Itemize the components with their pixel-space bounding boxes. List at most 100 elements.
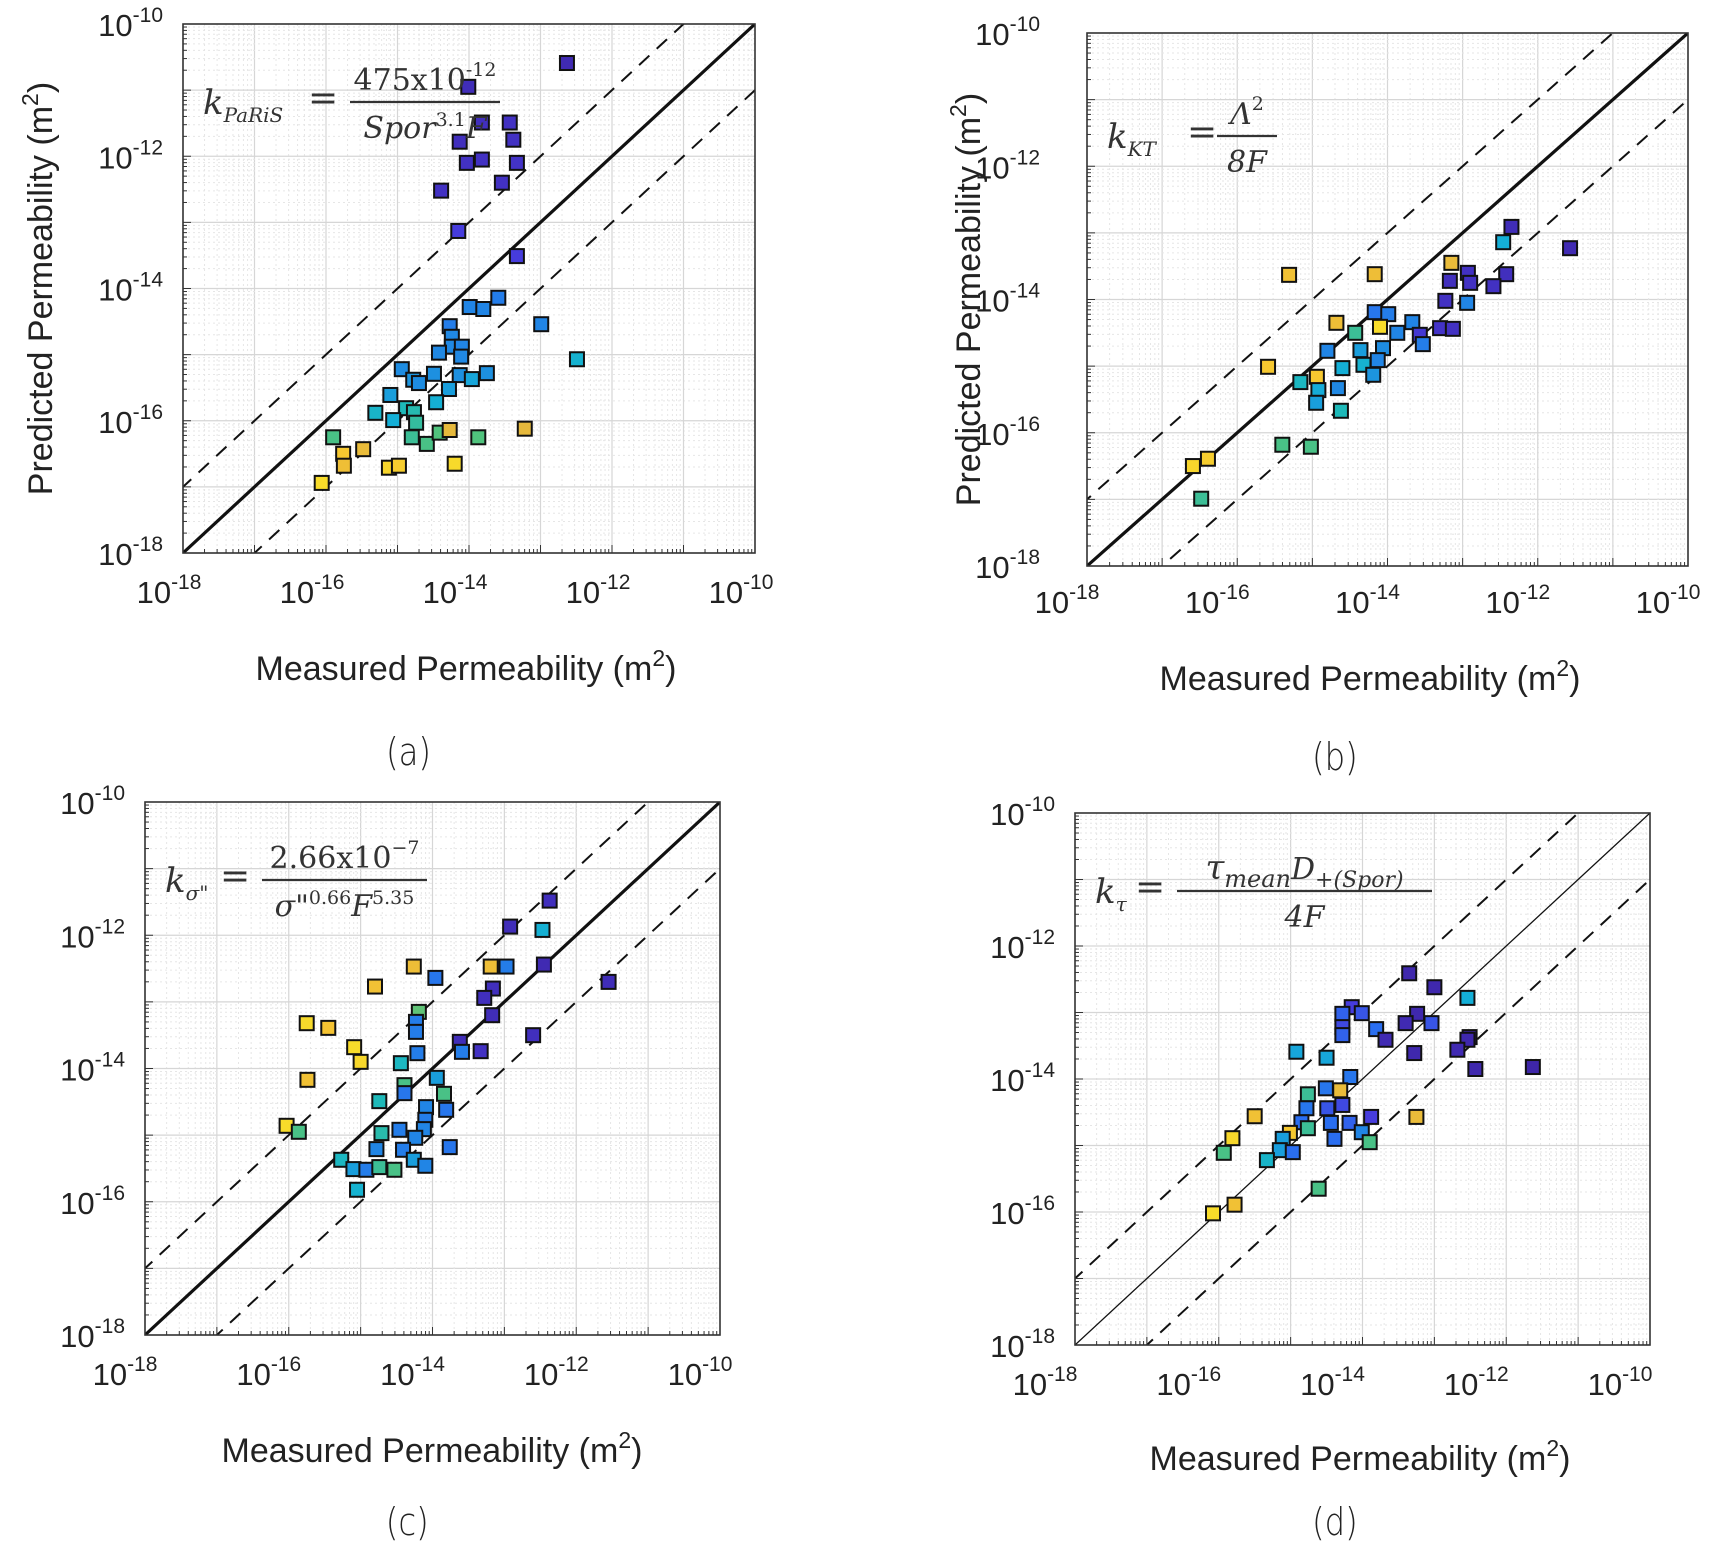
data-point: [1365, 366, 1382, 383]
x-tick-label: 10-14: [1300, 1363, 1365, 1402]
data-point: [1299, 1120, 1316, 1137]
data-point: [502, 918, 519, 935]
data-point: [453, 1043, 470, 1060]
formula-denominator: σ"0.66F5.35: [275, 887, 415, 924]
x-tick-label: 10-10: [1636, 581, 1701, 620]
data-point: [1342, 1069, 1359, 1086]
x-tick-label: 10-16: [236, 1353, 301, 1392]
reference-lines: [1087, 33, 1688, 566]
data-point: [458, 154, 475, 171]
y-axis-title: Predicted Permeability (m2): [17, 82, 60, 495]
data-point: [1462, 274, 1479, 291]
data-point: [1459, 989, 1476, 1006]
data-point: [1334, 1096, 1351, 1113]
data-point: [505, 131, 522, 148]
data-point: [391, 1121, 408, 1138]
y-tick-label: 10-14: [990, 1059, 1055, 1098]
data-point: [1322, 1114, 1339, 1131]
y-tick-label: 10-16: [990, 1192, 1055, 1231]
data-point: [1437, 292, 1454, 309]
data-point: [1199, 450, 1216, 467]
x-tick-label: 10-18: [93, 1353, 158, 1392]
y-tick-label: 10-16: [98, 401, 163, 440]
data-point: [333, 1151, 350, 1168]
x-axis-title: Measured Permeability (m2): [1150, 1435, 1571, 1478]
panel-label-c: (c): [385, 1500, 429, 1544]
data-point: [490, 289, 507, 306]
upper-bound-line: [183, 24, 685, 489]
data-point: [493, 174, 510, 191]
reference-lines: [145, 802, 720, 1335]
y-tick-label: 10-18: [98, 533, 163, 572]
y-tick-label: 10-10: [98, 4, 163, 43]
data-point: [446, 455, 463, 472]
upper-bound-line: [145, 802, 650, 1270]
data-point: [1226, 1196, 1243, 1213]
data-point: [405, 958, 422, 975]
x-axis-title: Measured Permeability (m2): [256, 645, 677, 688]
data-point: [1328, 314, 1345, 331]
panel-label-a: (a): [385, 730, 431, 774]
panel-label-d: (d): [1312, 1500, 1358, 1544]
data-point: [1271, 1142, 1288, 1159]
formula-denominator: Spor3.1F: [363, 109, 487, 146]
formula-numerator: τmeanD+(Spor): [1205, 848, 1403, 893]
data-point: [1498, 266, 1515, 283]
data-point: [407, 1023, 424, 1040]
data-point: [320, 1019, 337, 1036]
data-point: [1562, 240, 1579, 257]
data-point: [1443, 254, 1460, 271]
data-point: [1319, 342, 1336, 359]
data-point: [508, 248, 525, 265]
data-point: [430, 344, 447, 361]
data-point: [1184, 458, 1201, 475]
data-point: [1423, 1015, 1440, 1032]
data-point: [427, 969, 444, 986]
data-point: [453, 348, 470, 365]
data-point: [1193, 490, 1210, 507]
panel-b: 10-18 10-18 10-16 10-16 10-14 10-14 10-12 10-12…: [945, 13, 1701, 698]
data-point: [1414, 336, 1431, 353]
upper-bound-line: [1087, 33, 1615, 501]
data-point: [1260, 358, 1277, 375]
formula-equals: =: [1135, 867, 1165, 908]
data-point: [382, 386, 399, 403]
data-point: [335, 457, 352, 474]
data-point: [1353, 1005, 1370, 1022]
data-point: [438, 1101, 455, 1118]
x-tick-label: 10-18: [137, 571, 202, 610]
data-point: [558, 55, 575, 72]
data-point: [1317, 1080, 1334, 1097]
data-point: [1459, 294, 1476, 311]
panel-label-b: (b): [1312, 735, 1358, 779]
data-point: [371, 1159, 388, 1176]
data-point: [482, 958, 499, 975]
data-point: [1495, 234, 1512, 251]
data-point: [1334, 360, 1351, 377]
data-point: [484, 1007, 501, 1024]
data-point: [473, 151, 490, 168]
formula-annotation: kτ = τmeanD+(Spor)4F: [1095, 848, 1432, 935]
data-point: [533, 316, 550, 333]
data-point: [440, 381, 457, 398]
data-point: [508, 154, 525, 171]
data-point: [1224, 1130, 1241, 1147]
data-point: [1397, 1015, 1414, 1032]
data-point: [1401, 965, 1418, 982]
lower-bound-line: [1160, 98, 1688, 566]
data-point: [418, 435, 435, 452]
data-points: [278, 892, 617, 1198]
data-point: [436, 1085, 452, 1102]
data-point: [1444, 320, 1461, 337]
y-tick-label: 10-16: [60, 1182, 125, 1221]
data-point: [473, 114, 490, 131]
x-tick-label: 10-10: [709, 571, 774, 610]
data-point: [1485, 278, 1502, 295]
one-to-one-line: [183, 24, 755, 553]
data-point: [1341, 1114, 1358, 1131]
grid: [1074, 813, 1650, 1346]
data-point: [396, 1085, 413, 1102]
data-point: [1426, 979, 1443, 996]
formula-annotation: kσ" = 2.66x10−7σ"0.66F5.35: [165, 837, 427, 924]
